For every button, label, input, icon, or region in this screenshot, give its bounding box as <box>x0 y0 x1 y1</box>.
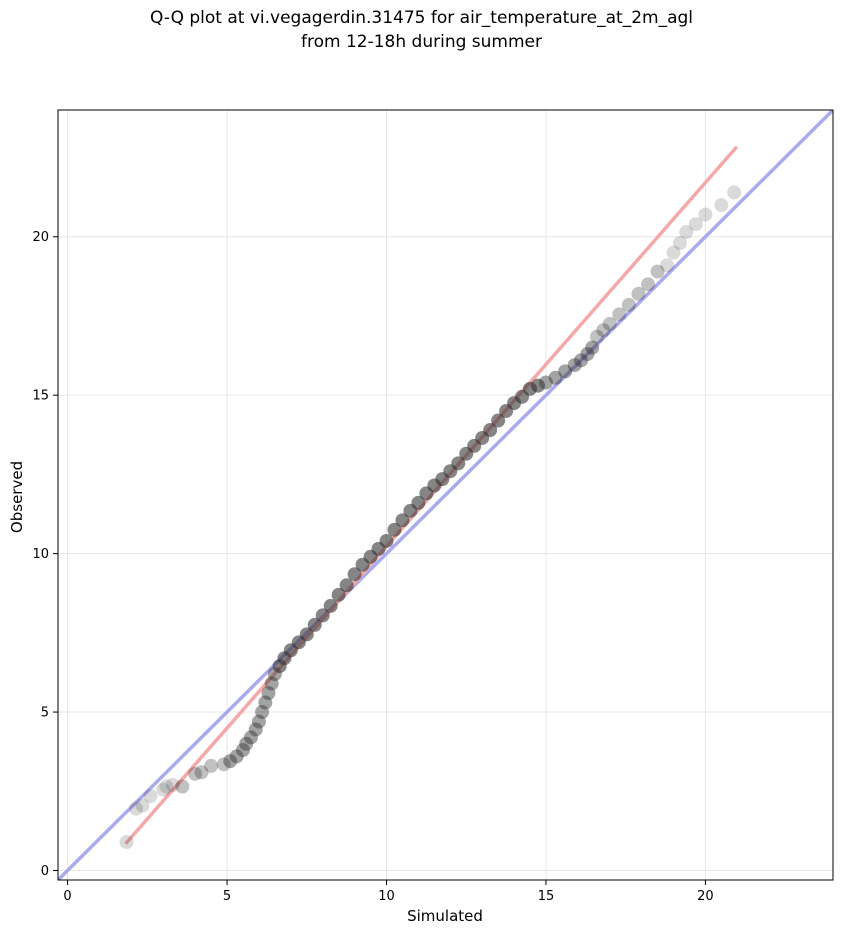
quantile-point <box>323 598 338 613</box>
quantile-point <box>567 358 582 373</box>
quantile-point <box>589 329 604 344</box>
quantile-point <box>264 676 279 691</box>
quantile-point <box>235 743 250 758</box>
x-tick-label: 15 <box>538 889 555 904</box>
quantile-point <box>660 258 675 273</box>
quantile-point <box>143 789 158 804</box>
x-tick-label: 5 <box>223 889 231 904</box>
chart-title-line-2: from 12-18h during summer <box>301 32 542 52</box>
quantile-point <box>688 217 703 232</box>
quantile-point <box>379 533 394 548</box>
quantile-point <box>129 801 144 816</box>
y-tick-label: 10 <box>32 547 49 562</box>
plot-frame <box>57 109 834 881</box>
quantile-point <box>580 346 595 361</box>
y-tick-label: 15 <box>32 389 49 404</box>
quantile-point <box>451 456 466 471</box>
point-layer <box>119 185 742 849</box>
quantile-point <box>714 198 729 213</box>
quantile-point <box>261 686 276 701</box>
quantile-point <box>585 340 600 355</box>
y-tick-label: 0 <box>41 864 49 879</box>
quantile-point <box>204 758 219 773</box>
quantile-point <box>135 798 150 813</box>
quantile-point <box>251 714 266 729</box>
quantile-point <box>530 378 545 393</box>
x-tick-label: 10 <box>378 889 395 904</box>
quantile-point <box>491 413 506 428</box>
quantile-point <box>119 834 134 849</box>
quantile-point <box>159 779 174 794</box>
quantile-point <box>243 730 258 745</box>
quantile-point <box>156 782 171 797</box>
quantile-point <box>347 567 362 582</box>
quantile-point <box>411 495 426 510</box>
quantile-point <box>666 245 681 260</box>
y-tick-label: 20 <box>32 230 49 245</box>
quantile-point <box>248 722 263 737</box>
quantile-point <box>239 736 254 751</box>
quantile-point <box>299 627 314 642</box>
quantile-point <box>483 423 498 438</box>
quantile-point <box>621 297 636 312</box>
quantile-point <box>387 522 402 537</box>
quantile-point <box>194 765 209 780</box>
quantile-point <box>612 307 627 322</box>
x-axis-label: Simulated <box>407 907 483 925</box>
quantile-point <box>331 587 346 602</box>
line-layer <box>58 110 833 880</box>
quantile-point <box>165 777 180 792</box>
quantile-point <box>558 364 573 379</box>
quantile-point <box>602 316 617 331</box>
quantile-point <box>650 264 665 279</box>
quantile-point <box>188 766 203 781</box>
one-to-one-reference-line <box>58 110 833 880</box>
quantile-point <box>223 754 238 769</box>
quantile-point <box>258 695 273 710</box>
quantile-point <box>679 224 694 239</box>
x-tick-label: 0 <box>63 889 71 904</box>
y-tick-label: 5 <box>41 706 49 721</box>
x-tick-label: 20 <box>697 889 714 904</box>
quantile-point <box>229 749 244 764</box>
quantile-point <box>672 236 687 251</box>
quantile-point <box>538 375 553 390</box>
quantile-point <box>698 207 713 222</box>
quantile-point <box>574 353 589 368</box>
quantile-point <box>216 757 231 772</box>
quantile-point <box>307 617 322 632</box>
tick-layer: 0 5 10 15 20 0 5 10 15 20 <box>32 230 713 904</box>
quantile-point <box>175 779 190 794</box>
quantile-point <box>255 705 270 720</box>
quantile-point <box>641 277 656 292</box>
quantile-point <box>395 513 410 528</box>
y-axis-label: Observed <box>8 461 26 533</box>
quantile-point <box>727 185 742 200</box>
chart-title-line-1: Q-Q plot at vi.vegagerdin.31475 for air_… <box>149 8 694 28</box>
quantile-point <box>631 286 646 301</box>
quantile-point <box>548 370 563 385</box>
quantile-point <box>596 323 611 338</box>
quantile-point <box>339 578 354 593</box>
quantile-point <box>315 608 330 623</box>
